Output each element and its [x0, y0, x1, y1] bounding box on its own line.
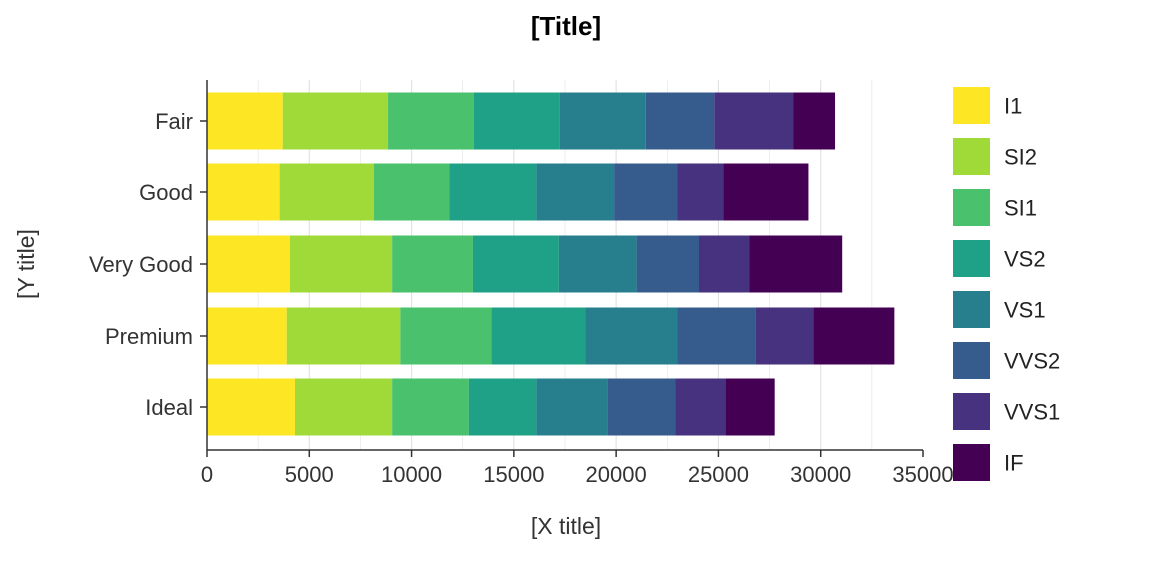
bar-segment-vvs1 [675, 378, 726, 436]
bar-segment-vs1 [536, 378, 608, 436]
y-tick-label: Ideal [145, 395, 193, 420]
bar-segment-if [813, 307, 895, 365]
bar-segment-si2 [282, 92, 389, 150]
legend-label: VS2 [1004, 247, 1046, 272]
legend-label: I1 [1004, 94, 1022, 119]
x-tick-label: 25000 [688, 462, 749, 487]
bar-segment-si1 [373, 163, 450, 221]
bar-segment-vvs2 [614, 163, 678, 221]
legend-label: VVS2 [1004, 349, 1060, 374]
chart-title: [Title] [531, 11, 601, 41]
bar-segment-vvs1 [677, 163, 724, 221]
bar-segment-vvs1 [714, 92, 794, 150]
bar-segment-si2 [294, 378, 393, 436]
bar-segment-vs2 [491, 307, 586, 365]
bar-segment-vvs2 [607, 378, 676, 436]
legend-key-si2 [953, 138, 990, 175]
legend-label: IF [1004, 451, 1024, 476]
bar-segment-vvs2 [645, 92, 715, 150]
bar-segment-vvs2 [677, 307, 756, 365]
x-tick-label: 15000 [483, 462, 544, 487]
x-tick-label: 30000 [790, 462, 851, 487]
bar-segment-if [749, 235, 843, 293]
legend-label: SI2 [1004, 145, 1037, 170]
legend-key-i1 [953, 87, 990, 124]
bar-segment-vs2 [472, 235, 559, 293]
bar-segment-si1 [392, 235, 473, 293]
y-tick-label: Fair [155, 109, 193, 134]
bar-segment-vvs2 [636, 235, 699, 293]
bars [207, 92, 895, 436]
bar-segment-vs1 [559, 92, 646, 150]
bar-segment-si2 [289, 235, 393, 293]
bar-segment-i1 [207, 163, 280, 221]
legend: I1 SI2 SI1 VS2 VS1 VVS2 VVS1 IF [953, 87, 1060, 481]
bar-segment-if [725, 378, 775, 436]
x-tick-label: 0 [201, 462, 213, 487]
x-tick-label: 10000 [381, 462, 442, 487]
bar-segment-vs1 [536, 163, 615, 221]
y-tick-labels: Fair Good Very Good Premium Ideal [89, 109, 193, 420]
bar-segment-vvs1 [755, 307, 814, 365]
legend-key-vvs1 [953, 393, 990, 430]
bar-segment-si1 [388, 92, 474, 150]
bar-segment-if [723, 163, 809, 221]
bar-segment-si1 [392, 378, 469, 436]
y-tick-label: Premium [105, 324, 193, 349]
bar-segment-i1 [207, 92, 283, 150]
y-tick-label: Good [139, 180, 193, 205]
x-tick-label: 5000 [285, 462, 334, 487]
bar-segment-vvs1 [698, 235, 750, 293]
bar-segment-vs1 [558, 235, 637, 293]
y-tick-label: Very Good [89, 252, 193, 277]
bar-segment-if [793, 92, 836, 150]
axes [200, 80, 924, 457]
bar-segment-i1 [207, 235, 290, 293]
bar-segment-i1 [207, 378, 295, 436]
legend-label: SI1 [1004, 196, 1037, 221]
legend-key-if [953, 444, 990, 481]
x-tick-label: 35000 [892, 462, 953, 487]
bar-segment-vs2 [473, 92, 560, 150]
legend-key-si1 [953, 189, 990, 226]
bar-segment-vs1 [585, 307, 678, 365]
bar-segment-vs2 [468, 378, 537, 436]
bar-segment-si1 [400, 307, 492, 365]
bar-segment-si2 [279, 163, 374, 221]
x-tick-labels: 0 5000 10000 15000 20000 25000 30000 35000 [201, 462, 954, 487]
legend-label: VS1 [1004, 298, 1046, 323]
bar-segment-si2 [286, 307, 401, 365]
bar-segment-vs2 [449, 163, 537, 221]
bar-segment-i1 [207, 307, 287, 365]
x-tick-label: 20000 [586, 462, 647, 487]
legend-label: VVS1 [1004, 400, 1060, 425]
legend-key-vs1 [953, 291, 990, 328]
y-axis-title: [Y title] [13, 229, 39, 299]
legend-key-vs2 [953, 240, 990, 277]
x-axis-title: [X title] [531, 513, 601, 539]
legend-key-vvs2 [953, 342, 990, 379]
